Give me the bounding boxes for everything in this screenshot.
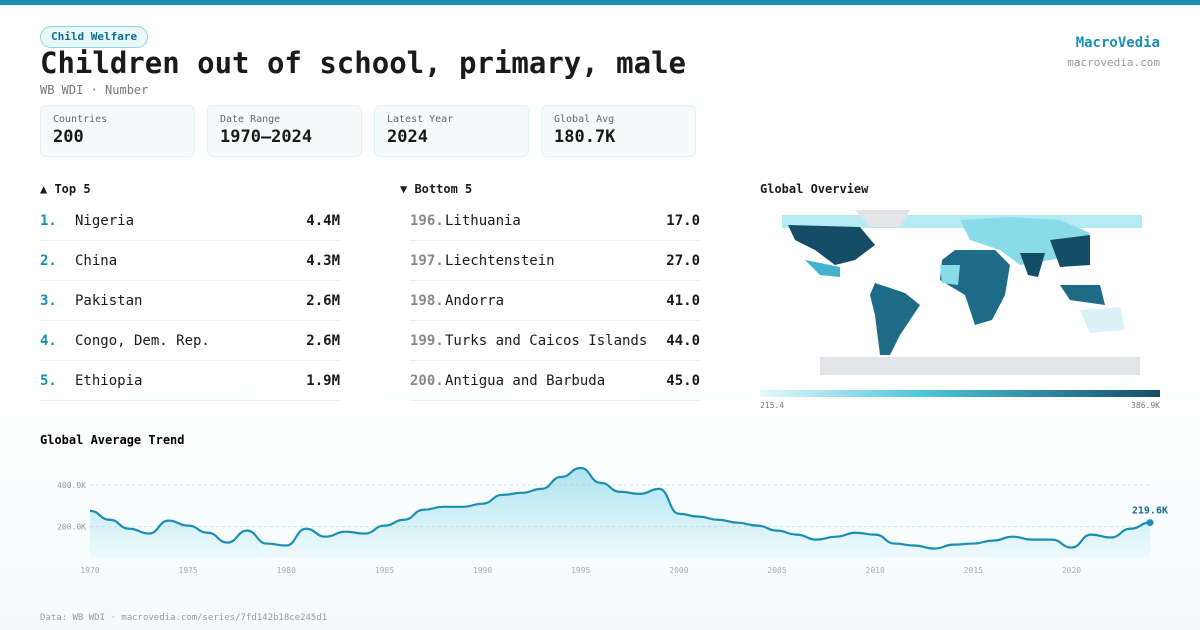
title: Children out of school, primary, male bbox=[40, 46, 687, 80]
land bbox=[820, 357, 1140, 375]
trend-chart: Global Average Trend 200.0K 400.0K 1970 197… bbox=[40, 433, 1168, 575]
line bbox=[89, 466, 1151, 550]
x-tick-label: 1970 bbox=[80, 566, 99, 575]
stat-label: Countries bbox=[53, 114, 108, 125]
top-title: ▲ Top 5 bbox=[40, 182, 91, 196]
list-row: 3. Pakistan 2.6M bbox=[40, 281, 340, 321]
list-row: 196. Lithuania 17.0 bbox=[410, 201, 700, 241]
rank: 2. bbox=[40, 252, 57, 269]
bottom-title: ▼ Bottom 5 bbox=[400, 182, 473, 196]
scale-max: 386.9K bbox=[1131, 401, 1160, 410]
stat-card: Date Range 1970–2024 bbox=[207, 105, 362, 157]
subtitle: WB WDI · Number bbox=[40, 83, 149, 97]
bottom-list: 196. Lithuania 17.0 197. Liechtenstein 27.0 19… bbox=[410, 201, 700, 401]
stat-card: Latest Year 2024 bbox=[374, 105, 529, 157]
list-row: 4. Congo, Dem. Rep. 2.6M bbox=[40, 321, 340, 361]
rank: 4. bbox=[40, 332, 57, 349]
value: 17.0 bbox=[666, 212, 700, 229]
area bbox=[90, 467, 1150, 558]
list-row: 5. Ethiopia 1.9M bbox=[40, 361, 340, 401]
land bbox=[940, 250, 1010, 325]
x-tick-label: 2020 bbox=[1062, 566, 1081, 575]
stat-card: Global Avg 180.7K bbox=[541, 105, 696, 157]
rank: 5. bbox=[40, 372, 57, 389]
country: Liechtenstein bbox=[445, 252, 555, 269]
top-bar bbox=[0, 0, 1200, 5]
list-row: 2. China 4.3M bbox=[40, 241, 340, 281]
value: 45.0 bbox=[666, 372, 700, 389]
land bbox=[940, 265, 960, 285]
land bbox=[1080, 307, 1125, 333]
y-tick-label: 400.0K bbox=[57, 481, 86, 490]
x-tick-label: 1975 bbox=[179, 566, 198, 575]
value: 44.0 bbox=[666, 332, 700, 349]
end-point bbox=[1146, 519, 1154, 527]
stat-value: 2024 bbox=[387, 127, 428, 147]
rank: 3. bbox=[40, 292, 57, 309]
stat-card: Countries 200 bbox=[40, 105, 195, 157]
stat-label: Global Avg bbox=[554, 114, 615, 125]
rank: 197. bbox=[410, 252, 444, 269]
value-label: 219.6K bbox=[1132, 506, 1168, 517]
list-row: 1. Nigeria 4.4M bbox=[40, 201, 340, 241]
value: 4.3M bbox=[306, 252, 340, 269]
value: 2.6M bbox=[306, 292, 340, 309]
value: 1.9M bbox=[306, 372, 340, 389]
top-list: 1. Nigeria 4.4M 2. China 4.3M 3. Pakistan 2.6M 4.… bbox=[40, 201, 340, 401]
list-row: 197. Liechtenstein 27.0 bbox=[410, 241, 700, 281]
stat-value: 1970–2024 bbox=[220, 127, 313, 147]
land bbox=[1060, 285, 1105, 305]
map-title: Global Overview bbox=[760, 182, 869, 196]
land bbox=[1050, 235, 1090, 267]
x-tick-label: 2000 bbox=[669, 566, 688, 575]
land bbox=[855, 210, 910, 227]
list-row: 199. Turks and Caicos Islands 44.0 bbox=[410, 321, 700, 361]
scale-min: 215.4 bbox=[760, 401, 784, 410]
stat-label: Date Range bbox=[220, 114, 281, 125]
land bbox=[805, 260, 840, 277]
rank: 200. bbox=[410, 372, 444, 389]
x-tick-label: 1995 bbox=[571, 566, 590, 575]
stat-value: 180.7K bbox=[554, 127, 616, 147]
x-tick-label: 2005 bbox=[767, 566, 786, 575]
country: Antigua and Barbuda bbox=[445, 372, 606, 389]
rank: 198. bbox=[410, 292, 444, 309]
x-tick-label: 2015 bbox=[964, 566, 983, 575]
stat-label: Latest Year bbox=[387, 114, 454, 125]
country: Ethiopia bbox=[75, 372, 143, 389]
map: 215.4 386.9K bbox=[760, 210, 1160, 410]
rank: 196. bbox=[410, 212, 444, 229]
rank: 199. bbox=[410, 332, 444, 349]
list-row: 200. Antigua and Barbuda 45.0 bbox=[410, 361, 700, 401]
land bbox=[1020, 253, 1045, 277]
value: 4.4M bbox=[306, 212, 340, 229]
value: 27.0 bbox=[666, 252, 700, 269]
brand: MacroVedia bbox=[1075, 35, 1160, 51]
chart-title: Global Average Trend bbox=[40, 433, 185, 447]
country: Nigeria bbox=[75, 212, 135, 229]
country: Andorra bbox=[445, 292, 505, 309]
land bbox=[870, 283, 920, 355]
badge: Child Welfare bbox=[40, 26, 149, 48]
y-tick-label: 200.0K bbox=[57, 523, 86, 532]
rank: 1. bbox=[40, 212, 57, 229]
stat-value: 200 bbox=[53, 127, 84, 147]
country: Lithuania bbox=[445, 212, 521, 229]
country: Pakistan bbox=[75, 292, 143, 309]
footer: Data: WB WDI · macrovedia.com/series/7fd… bbox=[40, 613, 328, 623]
x-tick-label: 2010 bbox=[866, 566, 885, 575]
brand-url: macrovedia.com bbox=[1067, 56, 1160, 69]
country: Congo, Dem. Rep. bbox=[75, 332, 210, 349]
color-scale bbox=[760, 390, 1160, 397]
land bbox=[788, 225, 875, 265]
x-tick-label: 1980 bbox=[277, 566, 296, 575]
list-row: 198. Andorra 41.0 bbox=[410, 281, 700, 321]
country: China bbox=[75, 252, 118, 269]
value: 41.0 bbox=[666, 292, 700, 309]
country: Turks and Caicos Islands bbox=[445, 332, 648, 349]
x-tick-label: 1985 bbox=[375, 566, 394, 575]
x-tick-label: 1990 bbox=[473, 566, 492, 575]
value: 2.6M bbox=[306, 332, 340, 349]
